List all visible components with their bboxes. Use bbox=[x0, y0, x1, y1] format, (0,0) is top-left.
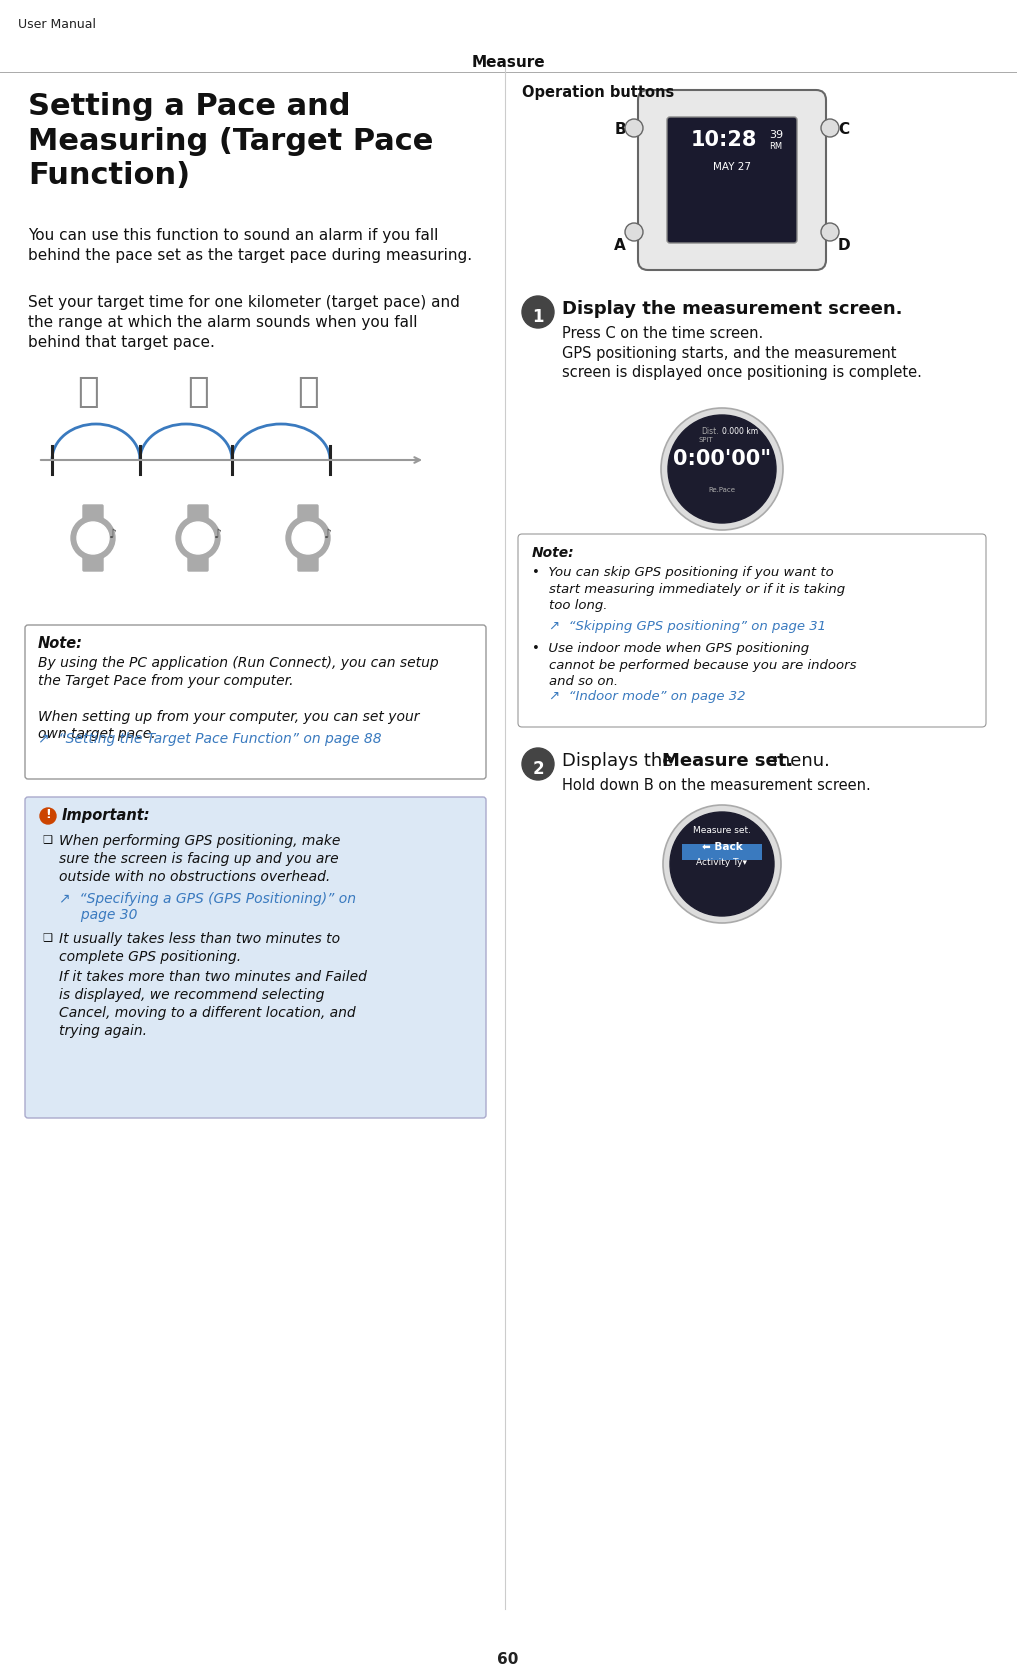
Text: ♪: ♪ bbox=[109, 528, 117, 541]
FancyBboxPatch shape bbox=[518, 535, 986, 727]
Text: ❑: ❑ bbox=[42, 932, 52, 942]
Circle shape bbox=[176, 516, 220, 560]
Text: 🏃: 🏃 bbox=[297, 375, 318, 409]
Text: When performing GPS positioning, make
sure the screen is facing up and you are
o: When performing GPS positioning, make su… bbox=[59, 835, 341, 883]
Text: D: D bbox=[838, 238, 850, 253]
Text: If it takes more than two minutes and Failed
is displayed, we recommend selectin: If it takes more than two minutes and Fa… bbox=[59, 970, 367, 1037]
Text: User Manual: User Manual bbox=[18, 18, 96, 30]
Text: Press C on the time screen.: Press C on the time screen. bbox=[562, 327, 763, 340]
Text: ↗  “Setting the Target Pace Function” on page 88: ↗ “Setting the Target Pace Function” on … bbox=[38, 732, 381, 746]
Text: ♪: ♪ bbox=[324, 528, 332, 541]
Text: ↗  “Indoor mode” on page 32: ↗ “Indoor mode” on page 32 bbox=[532, 691, 745, 702]
Text: RM: RM bbox=[770, 142, 782, 151]
Text: Important:: Important: bbox=[62, 808, 151, 823]
Text: 1: 1 bbox=[532, 308, 544, 327]
Text: ♪: ♪ bbox=[214, 528, 222, 541]
Text: 🏃: 🏃 bbox=[187, 375, 208, 409]
Text: Measure set.: Measure set. bbox=[662, 753, 793, 769]
FancyBboxPatch shape bbox=[83, 556, 103, 572]
Text: C: C bbox=[838, 122, 849, 137]
Text: ↗  “Specifying a GPS (GPS Positioning)” on
     page 30: ↗ “Specifying a GPS (GPS Positioning)” o… bbox=[59, 892, 356, 922]
Text: menu.: menu. bbox=[767, 753, 830, 769]
Text: ❑: ❑ bbox=[42, 835, 52, 845]
Circle shape bbox=[182, 521, 214, 555]
FancyBboxPatch shape bbox=[188, 504, 208, 520]
Text: Display the measurement screen.: Display the measurement screen. bbox=[562, 300, 902, 318]
FancyBboxPatch shape bbox=[682, 845, 762, 860]
Circle shape bbox=[625, 119, 643, 137]
Text: •  You can skip GPS positioning if you want to
    start measuring immediately o: • You can skip GPS positioning if you wa… bbox=[532, 566, 845, 612]
Text: MAY 27: MAY 27 bbox=[713, 163, 751, 173]
Circle shape bbox=[40, 808, 56, 825]
Circle shape bbox=[522, 747, 554, 779]
FancyBboxPatch shape bbox=[25, 798, 486, 1118]
Text: 39: 39 bbox=[769, 131, 783, 141]
Text: Note:: Note: bbox=[38, 635, 83, 650]
Circle shape bbox=[668, 416, 776, 523]
Text: GPS positioning starts, and the measurement
screen is displayed once positioning: GPS positioning starts, and the measurem… bbox=[562, 345, 921, 380]
Text: Re.Pace: Re.Pace bbox=[709, 488, 735, 493]
Text: B: B bbox=[614, 122, 625, 137]
Circle shape bbox=[821, 119, 839, 137]
Text: Hold down B on the measurement screen.: Hold down B on the measurement screen. bbox=[562, 778, 871, 793]
Text: It usually takes less than two minutes to
complete GPS positioning.: It usually takes less than two minutes t… bbox=[59, 932, 340, 964]
Text: Displays the: Displays the bbox=[562, 753, 679, 769]
Circle shape bbox=[77, 521, 109, 555]
Circle shape bbox=[522, 297, 554, 328]
Text: Measure: Measure bbox=[471, 55, 545, 70]
Text: ↗  “Skipping GPS positioning” on page 31: ↗ “Skipping GPS positioning” on page 31 bbox=[532, 620, 826, 634]
Text: 0.000 km: 0.000 km bbox=[722, 427, 758, 436]
Text: You can use this function to sound an alarm if you fall
behind the pace set as t: You can use this function to sound an al… bbox=[28, 228, 472, 263]
Text: Measure set.: Measure set. bbox=[693, 826, 751, 835]
Text: 2: 2 bbox=[532, 759, 544, 778]
Text: !: ! bbox=[45, 808, 51, 821]
Circle shape bbox=[821, 223, 839, 241]
Text: Operation buttons: Operation buttons bbox=[522, 85, 674, 101]
Text: Note:: Note: bbox=[532, 546, 575, 560]
FancyBboxPatch shape bbox=[298, 556, 318, 572]
FancyBboxPatch shape bbox=[83, 504, 103, 520]
FancyBboxPatch shape bbox=[638, 91, 826, 270]
Text: SPiT: SPiT bbox=[699, 437, 713, 442]
Circle shape bbox=[663, 804, 781, 923]
Circle shape bbox=[292, 521, 324, 555]
Text: 0:00'00": 0:00'00" bbox=[673, 449, 771, 469]
Circle shape bbox=[286, 516, 330, 560]
Text: Activity Ty▾: Activity Ty▾ bbox=[697, 858, 747, 866]
Text: 🏃: 🏃 bbox=[77, 375, 99, 409]
Text: A: A bbox=[614, 238, 625, 253]
Circle shape bbox=[661, 407, 783, 530]
Text: •  Use indoor mode when GPS positioning
    cannot be performed because you are : • Use indoor mode when GPS positioning c… bbox=[532, 642, 856, 689]
Circle shape bbox=[670, 811, 774, 917]
Text: ⬅ Back: ⬅ Back bbox=[702, 841, 742, 851]
Text: 10:28: 10:28 bbox=[691, 131, 758, 149]
Text: By using the PC application (Run Connect), you can setup
the Target Pace from yo: By using the PC application (Run Connect… bbox=[38, 655, 438, 741]
Circle shape bbox=[71, 516, 115, 560]
FancyBboxPatch shape bbox=[188, 556, 208, 572]
Text: 60: 60 bbox=[497, 1653, 519, 1668]
Circle shape bbox=[625, 223, 643, 241]
Text: Setting a Pace and
Measuring (Target Pace
Function): Setting a Pace and Measuring (Target Pac… bbox=[28, 92, 433, 191]
FancyBboxPatch shape bbox=[25, 625, 486, 779]
FancyBboxPatch shape bbox=[298, 504, 318, 520]
Text: Dist.: Dist. bbox=[701, 427, 719, 436]
FancyBboxPatch shape bbox=[667, 117, 797, 243]
Text: Set your target time for one kilometer (target pace) and
the range at which the : Set your target time for one kilometer (… bbox=[28, 295, 460, 350]
